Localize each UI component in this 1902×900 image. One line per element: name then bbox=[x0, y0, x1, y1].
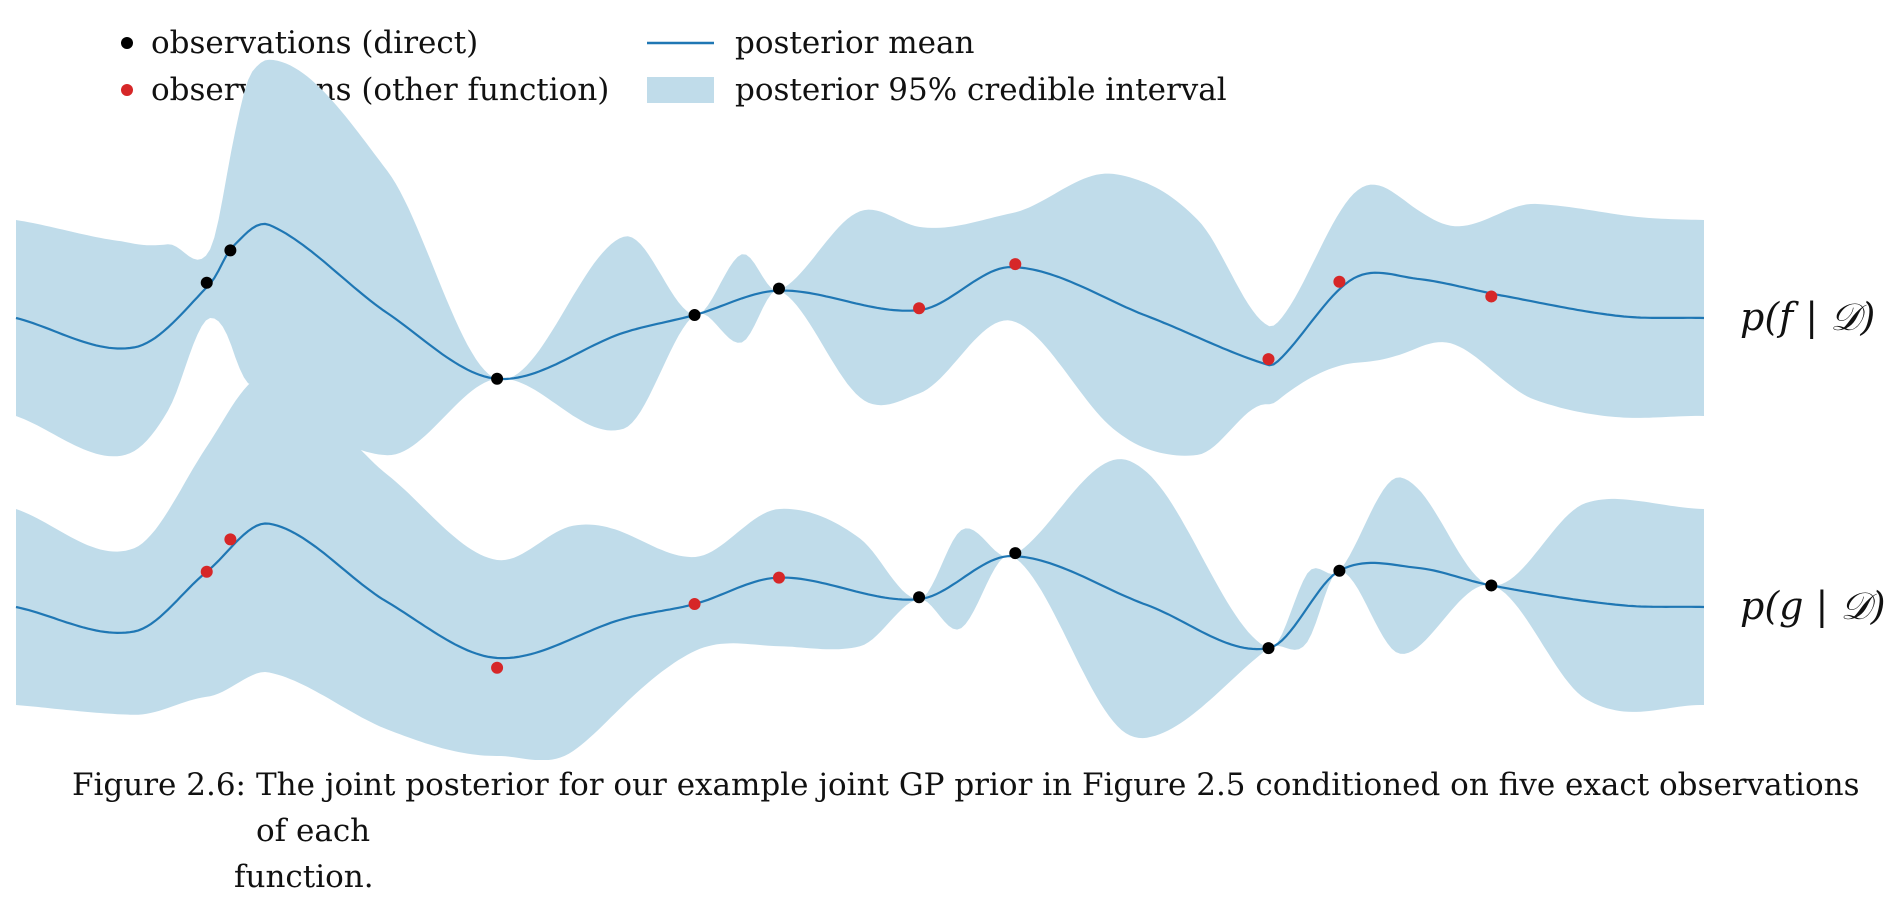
legend-marker-obs-other bbox=[121, 84, 133, 96]
figure-canvas: observations (direct) observations (othe… bbox=[15, 25, 1886, 760]
observation-other-point bbox=[491, 661, 504, 674]
observation-other-point bbox=[1333, 275, 1346, 288]
posterior-mean-line-2 bbox=[15, 522, 1705, 660]
caption-number: Figure 2.6: bbox=[72, 767, 246, 803]
caption-text-line2: function. bbox=[234, 859, 374, 895]
panel-label-1: p(f | 𝒟) bbox=[1740, 295, 1875, 339]
observation-other-point bbox=[1262, 353, 1275, 366]
observation-direct-point bbox=[491, 372, 504, 385]
observation-other-point bbox=[688, 598, 701, 611]
legend-label-interval: posterior 95% credible interval bbox=[735, 72, 1227, 108]
observation-direct-point bbox=[1262, 642, 1275, 655]
observation-direct-point bbox=[913, 591, 926, 604]
observation-direct-point bbox=[1009, 547, 1022, 560]
observation-direct-point bbox=[224, 244, 237, 257]
caption-text-line1: The joint posterior for our example join… bbox=[256, 767, 1860, 849]
observation-direct-point bbox=[688, 309, 701, 322]
observation-other-point bbox=[772, 571, 785, 584]
credible-interval-band-2 bbox=[16, 374, 1704, 760]
legend-marker-obs-direct bbox=[121, 37, 133, 49]
posterior-mean-line-1 bbox=[15, 222, 1705, 381]
figure-caption: Figure 2.6: The joint posterior for our … bbox=[72, 762, 1862, 900]
observation-direct-point bbox=[1333, 564, 1346, 577]
panel-label-2: p(g | 𝒟) bbox=[1740, 584, 1886, 628]
legend-label-mean: posterior mean bbox=[735, 25, 975, 61]
observation-direct-point bbox=[200, 276, 213, 289]
observation-other-point bbox=[200, 565, 213, 578]
legend-label-obs-other: observations (other function) bbox=[151, 72, 609, 108]
observation-other-point bbox=[913, 302, 926, 315]
legend-label-obs-direct: observations (direct) bbox=[151, 25, 478, 61]
legend: observations (direct) observations (othe… bbox=[121, 25, 1227, 108]
observation-direct-point bbox=[772, 282, 785, 295]
chart-panels: p(f | 𝒟) p(g | 𝒟) bbox=[15, 59, 1886, 760]
legend-marker-interval bbox=[647, 77, 714, 103]
observation-direct-point bbox=[1485, 579, 1498, 592]
observation-other-point bbox=[224, 533, 237, 546]
observation-other-point bbox=[1485, 290, 1498, 303]
observation-other-point bbox=[1009, 258, 1022, 271]
